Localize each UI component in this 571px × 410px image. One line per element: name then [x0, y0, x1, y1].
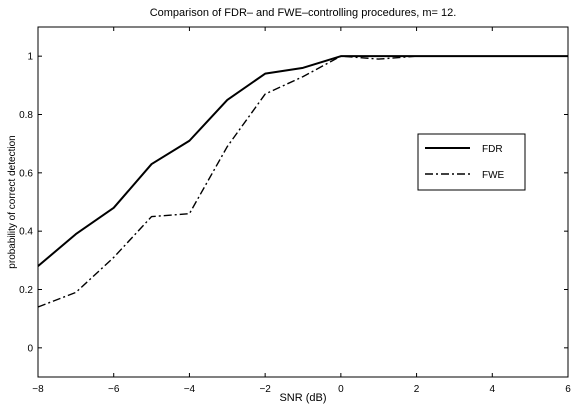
series-line-fwe — [37, 55, 568, 308]
chart-title: Comparison of FDR– and FWE–controlling p… — [150, 7, 457, 19]
x-tick-label: −4 — [184, 384, 196, 395]
y-tick-label: 0.4 — [19, 227, 33, 238]
x-tick-label: −6 — [108, 384, 120, 395]
x-tick-label: 2 — [414, 384, 420, 395]
x-axis-tick-labels: −8 −6 −4 −2 0 2 4 6 — [32, 384, 571, 395]
x-tick-label: −8 — [32, 384, 44, 395]
y-tick-label: 1 — [27, 52, 33, 63]
x-tick-label: 0 — [338, 384, 344, 395]
plot-area — [37, 26, 569, 378]
x-axis-label: SNR (dB) — [279, 392, 326, 404]
y-axis-label: probability of correct detection — [7, 135, 18, 268]
y-tick-label: 0.6 — [19, 168, 33, 179]
y-axis-ticks — [38, 55, 568, 349]
x-tick-label: 6 — [565, 384, 571, 395]
x-tick-label: 4 — [490, 384, 496, 395]
x-axis-ticks — [37, 27, 569, 377]
legend-fwe-label: FWE — [482, 170, 505, 181]
plot-frame — [37, 26, 569, 378]
legend-box — [417, 133, 526, 191]
y-tick-label: 0.2 — [19, 285, 33, 296]
legend-fdr-label: FDR — [482, 144, 503, 155]
y-axis-tick-labels: 0 0.2 0.4 0.6 0.8 1 — [19, 52, 33, 355]
y-tick-label: 0 — [27, 343, 33, 354]
y-tick-label: 0.8 — [19, 110, 33, 121]
series-lines — [37, 55, 568, 308]
legend: FDR FWE — [417, 133, 526, 191]
x-tick-label: −2 — [259, 384, 271, 395]
